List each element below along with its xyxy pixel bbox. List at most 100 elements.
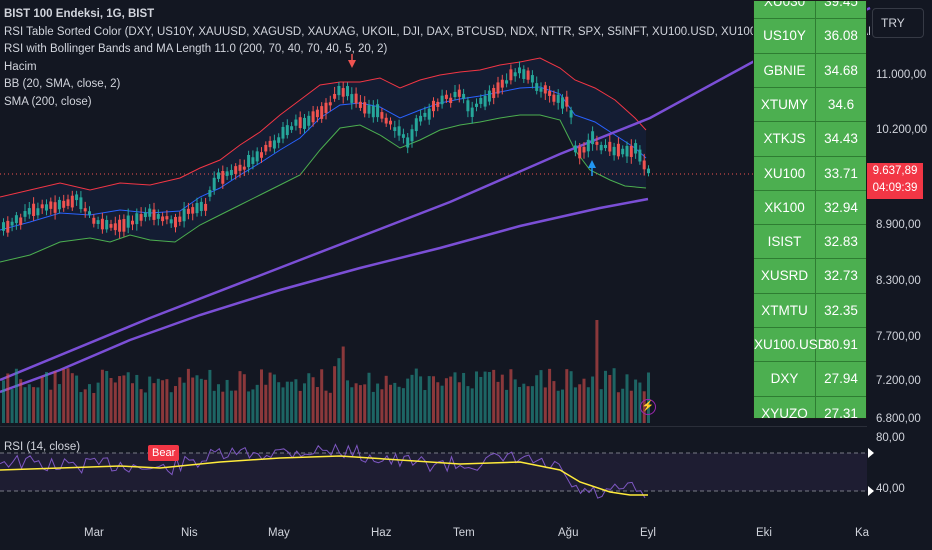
candle-body xyxy=(629,145,633,157)
candle-body xyxy=(608,141,612,152)
candle-body xyxy=(518,67,521,74)
volume-bar xyxy=(453,372,457,423)
candle-body xyxy=(337,86,341,96)
rsi-table-value: 34.43 xyxy=(824,131,858,147)
candle-body xyxy=(255,151,259,162)
candle-body xyxy=(453,91,457,98)
candle-body xyxy=(260,152,263,158)
legend-volume[interactable]: Hacim xyxy=(4,60,37,73)
candle-body xyxy=(595,141,599,145)
currency-selector[interactable]: TRY xyxy=(872,8,924,38)
candle-body xyxy=(376,104,380,118)
candle-body xyxy=(612,146,616,156)
volume-bar xyxy=(410,374,414,423)
rsi-table-symbol: XK100 xyxy=(754,190,816,225)
rsi-table-value: 33.71 xyxy=(824,165,858,181)
volume-bar xyxy=(358,385,362,423)
candle-body xyxy=(195,203,199,214)
candle-body xyxy=(6,220,10,233)
rsi-band-fill xyxy=(0,453,867,491)
volume-bar xyxy=(629,390,633,423)
candle-body xyxy=(522,69,526,79)
volume-bar xyxy=(79,392,83,423)
volume-bar xyxy=(217,384,220,423)
candle-body xyxy=(410,129,414,142)
volume-bar xyxy=(380,389,384,423)
candle-body xyxy=(346,86,349,97)
bear-signal-badge: Bear xyxy=(148,445,180,461)
volume-bar xyxy=(165,379,169,423)
candle-body xyxy=(303,117,306,129)
volume-bar xyxy=(354,383,358,423)
symbol-title[interactable]: BIST 100 Endeksi, 1G, BIST xyxy=(4,8,155,20)
candle-body xyxy=(70,195,74,208)
candle-body xyxy=(591,131,595,145)
time-axis-label: Eki xyxy=(756,527,772,539)
volume-bar xyxy=(45,372,48,423)
candle-body xyxy=(350,94,354,103)
volume-bar xyxy=(204,379,208,423)
candle-body xyxy=(126,215,130,228)
volume-bar xyxy=(139,389,143,423)
volume-bar xyxy=(505,389,509,423)
volume-bar xyxy=(161,380,165,423)
volume-bar xyxy=(466,386,470,423)
candle-body xyxy=(406,137,410,148)
volume-bar xyxy=(647,372,650,423)
volume-bar xyxy=(285,381,289,423)
volume-bar xyxy=(199,378,203,423)
volume-bar xyxy=(212,390,216,423)
volume-bar xyxy=(591,376,595,423)
rsi-table-value: 27.31 xyxy=(824,405,858,419)
volume-bar xyxy=(178,377,182,423)
volume-bar xyxy=(599,389,603,423)
candle-body xyxy=(586,139,590,152)
candle-body xyxy=(384,117,388,124)
volume-bar xyxy=(487,372,491,423)
candle-body xyxy=(552,94,556,102)
legend-sma[interactable]: SMA (200, close) xyxy=(4,95,92,108)
time-axis-label: May xyxy=(268,527,290,539)
price-axis-label: 6.800,00 xyxy=(876,413,921,425)
trend-line xyxy=(0,6,871,382)
candle-body xyxy=(27,208,31,215)
volume-bar xyxy=(401,388,405,423)
volume-bar xyxy=(53,371,57,423)
candle-body xyxy=(238,164,242,171)
candle-body xyxy=(281,126,285,139)
volume-bar xyxy=(324,390,328,423)
candle-body xyxy=(341,88,345,97)
candle-body xyxy=(358,101,362,108)
legend-bb[interactable]: BB (20, SMA, close, 2) xyxy=(4,78,121,91)
volume-bar xyxy=(6,373,10,423)
candle-body xyxy=(290,126,294,130)
time-axis-label: Ka xyxy=(855,527,870,539)
flash-icon[interactable]: ⚡ xyxy=(640,399,656,415)
candle-body xyxy=(457,89,461,97)
volume-bar xyxy=(27,384,31,423)
volume-bar xyxy=(634,379,638,423)
candle-body xyxy=(354,93,358,104)
rsi-table-symbol: ISIST xyxy=(754,225,816,260)
volume-bar xyxy=(195,375,199,423)
legend-rsi-table[interactable]: RSI Table Sorted Color (DXY, US10Y, XAUU… xyxy=(4,25,870,38)
rsi-pane-label[interactable]: RSI (14, close) xyxy=(4,441,81,453)
volume-bar xyxy=(70,373,74,423)
candle-body xyxy=(535,83,539,91)
candle-body xyxy=(328,102,332,106)
candle-body xyxy=(367,105,371,114)
time-axis-label: Haz xyxy=(371,527,392,539)
volume-bar xyxy=(440,385,444,423)
candle-body xyxy=(427,108,431,120)
candle-body xyxy=(53,202,57,213)
candle-body xyxy=(122,219,126,232)
pane-separator[interactable] xyxy=(0,426,867,427)
rsi-table-value: 32.83 xyxy=(824,234,858,250)
volume-bar xyxy=(36,387,40,423)
candle-body xyxy=(599,144,603,151)
candle-body xyxy=(500,79,504,88)
legend-rsi-bb[interactable]: RSI with Bollinger Bands and MA Length 1… xyxy=(4,43,388,56)
volume-bar xyxy=(604,370,607,423)
candle-body xyxy=(371,105,375,118)
